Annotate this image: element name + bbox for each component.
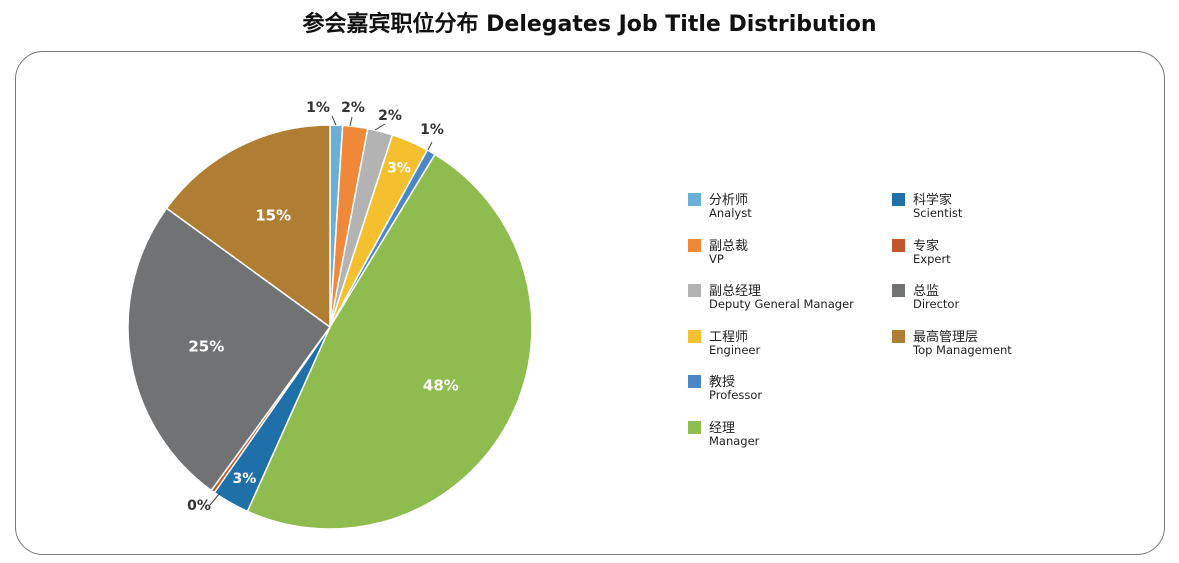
legend-label-zh: 最高管理层 (913, 329, 979, 345)
legend-item-scientist: 科学家 Scientist (892, 190, 1092, 226)
pie-slice-manager (246, 153, 533, 530)
chart-title: 参会嘉宾职位分布 Delegates Job Title Distributio… (302, 12, 877, 37)
data-label-engineer: 3% (387, 161, 411, 177)
legend-label-en: Scientist (913, 206, 963, 220)
leader-line (349, 116, 353, 127)
legend-item-vp: 副总裁 VP (688, 236, 888, 272)
legend-label-zh: 工程师 (709, 329, 749, 345)
legend-label-zh: 分析师 (709, 193, 749, 208)
data-label-vp: 2% (341, 100, 365, 116)
legend-swatch (688, 193, 701, 206)
data-label-scientist: 3% (233, 471, 257, 487)
legend-item-manager: 经理 Manager (688, 418, 888, 454)
leader-line (374, 123, 386, 131)
data-label-manager: 48% (423, 376, 459, 394)
data-label-analyst: 1% (306, 100, 330, 116)
legend-swatch (688, 420, 701, 434)
legend-label-en: Professor (709, 388, 763, 402)
data-label-expert: 0% (187, 498, 211, 514)
legend-label-zh: 副总经理 (709, 284, 762, 299)
legend-item-expert: 专家 Expert (892, 236, 1092, 272)
chart-frame (15, 51, 1165, 555)
legend-label-en: Deputy General Manager (709, 297, 854, 311)
legend-swatch (892, 329, 905, 343)
legend-swatch (688, 329, 701, 343)
legend-label-zh: 教授 (709, 375, 736, 390)
legend-label-zh: 经理 (709, 420, 736, 436)
legend-item-analyst: 分析师 Analyst (688, 190, 888, 226)
legend-item-deputy-general-manager: 副总经理 Deputy General Manager (688, 281, 888, 317)
legend-label-zh: 科学家 (913, 193, 953, 208)
legend-swatch (892, 193, 905, 206)
legend-swatch (688, 375, 701, 388)
legend-label-zh: 总监 (913, 284, 940, 299)
data-label-professor: 1% (420, 122, 444, 138)
legend-swatch (688, 284, 701, 297)
legend-label-en: Top Management (913, 342, 1012, 357)
legend-label-en: Engineer (709, 342, 761, 357)
legend-label-zh: 专家 (913, 238, 940, 254)
data-label-top-management: 15% (255, 206, 291, 224)
legend-label-zh: 副总裁 (709, 238, 749, 254)
legend-swatch (892, 238, 905, 252)
legend-label-en: Director (913, 297, 960, 311)
legend-label-en: Analyst (709, 206, 752, 220)
leader-line (427, 141, 433, 151)
pie-slice-top-management (165, 124, 331, 329)
legend-swatch (892, 284, 905, 297)
legend-item-director: 总监 Director (892, 281, 1092, 317)
legend-swatch (688, 238, 701, 252)
leader-line (209, 492, 221, 506)
legend-item-engineer: 工程师 Engineer (688, 327, 888, 363)
legend-label-en: Expert (913, 251, 951, 266)
leader-line (331, 115, 337, 126)
data-label-director: 25% (188, 338, 224, 356)
data-label-deputy-general-manager: 2% (378, 108, 402, 124)
pie-slice-director (127, 207, 332, 492)
legend-item-top-management: 最高管理层 Top Management (892, 327, 1092, 363)
legend-item-professor: 教授 Professor (688, 372, 888, 408)
legend-label-en: Manager (709, 433, 760, 448)
legend-label-en: VP (709, 251, 724, 266)
